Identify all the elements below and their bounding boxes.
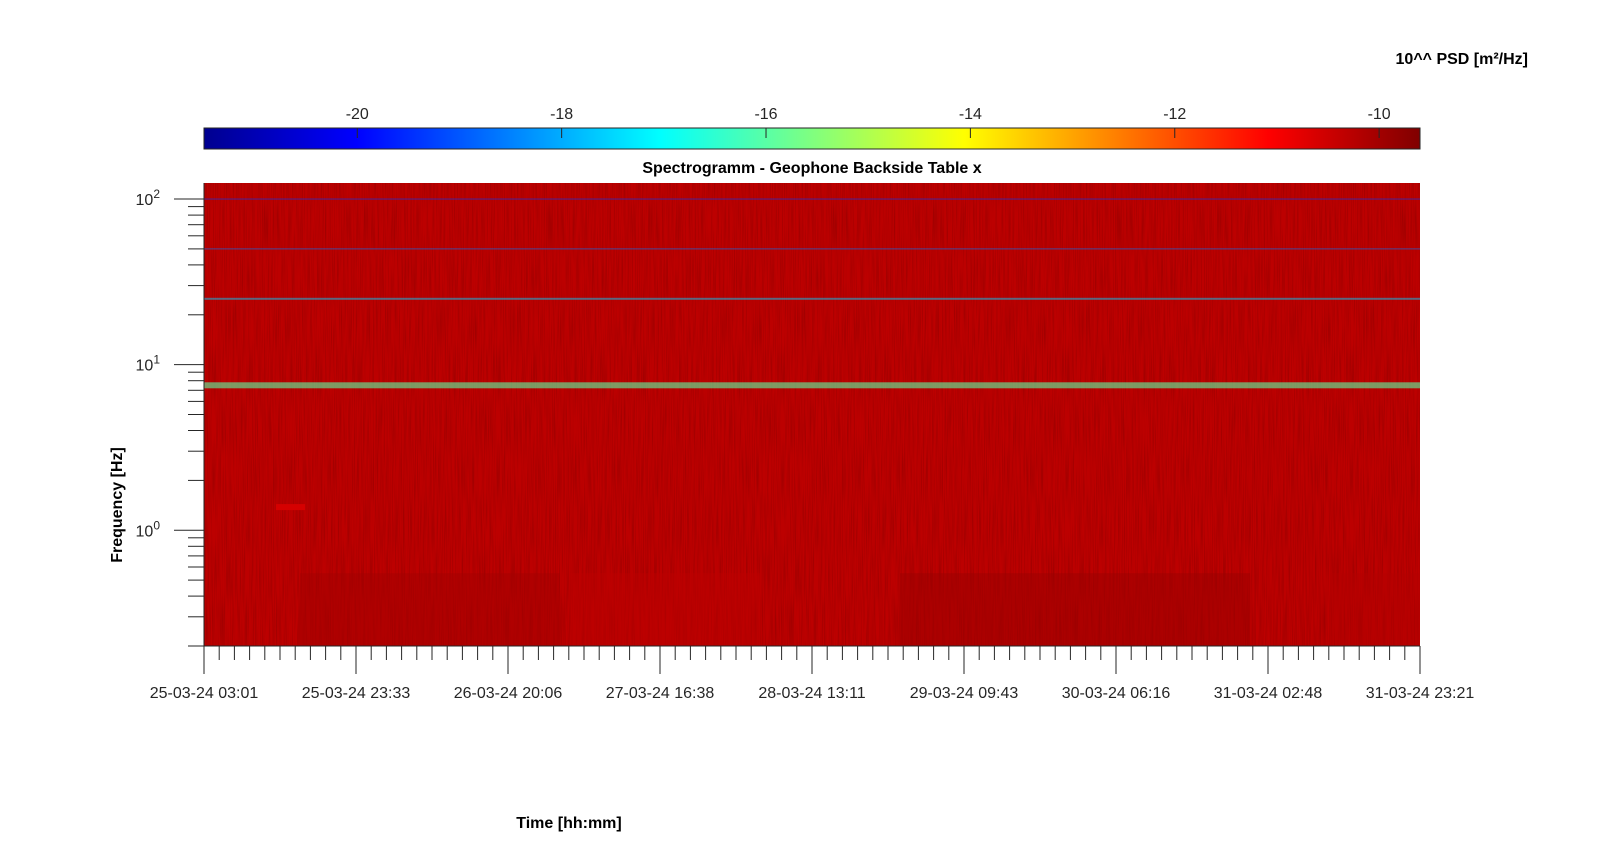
- x-tick-label: 27-03-24 16:38: [606, 685, 715, 702]
- colorbar-tick-label: -12: [1163, 106, 1186, 123]
- y-tick-label: 101: [136, 353, 161, 375]
- colorbar-ticks: -20 -18 -16 -14 -12 -10: [346, 106, 1391, 138]
- chart-title: Spectrogramm - Geophone Backside Table x: [642, 160, 981, 177]
- y-axis-label: Frequency [Hz]: [109, 447, 126, 563]
- colorbar-label: 10^^ PSD [m²/Hz]: [1396, 51, 1528, 68]
- spectral-line: [204, 297, 1420, 300]
- spectral-line: [204, 382, 1420, 389]
- x-tick-label: 31-03-24 23:21: [1366, 685, 1475, 702]
- x-tick-label: 26-03-24 20:06: [454, 685, 563, 702]
- spectrogram-features: [204, 198, 1420, 646]
- colorbar-gradient: [203, 127, 1421, 150]
- spectral-line: [204, 248, 1420, 250]
- y-axis: 100 101 102: [136, 183, 205, 647]
- low-frequency-band: [300, 573, 560, 646]
- colorbar-tick-label: -20: [346, 106, 369, 123]
- y-tick-label: 100: [136, 518, 161, 540]
- x-tick-label: 28-03-24 13:11: [758, 685, 865, 702]
- spectral-line: [204, 198, 1420, 200]
- colorbar-tick-label: -10: [1368, 106, 1391, 123]
- x-tick-label: 31-03-24 02:48: [1214, 685, 1323, 702]
- plot-area: [204, 183, 1420, 646]
- low-frequency-band: [900, 573, 1250, 646]
- y-tick-label: 102: [136, 187, 161, 209]
- x-axis: 25-03-24 03:01 25-03-24 23:33 26-03-24 20:…: [150, 645, 1475, 702]
- colorbar-tick-label: -18: [550, 106, 573, 123]
- x-tick-label: 30-03-24 06:16: [1062, 685, 1171, 702]
- colorbar-tick-label: -16: [754, 106, 777, 123]
- x-axis-label: Time [hh:mm]: [516, 815, 621, 832]
- transient-streak: [276, 504, 305, 511]
- colorbar: -20 -18 -16 -14 -12 -10 10^^ PSD [m²/Hz]: [203, 51, 1528, 150]
- low-frequency-band: [1330, 573, 1420, 646]
- spectrogram-texture: [204, 183, 1420, 646]
- low-frequency-band: [570, 573, 760, 646]
- x-tick-label: 25-03-24 03:01: [150, 685, 259, 702]
- x-tick-label: 29-03-24 09:43: [910, 685, 1019, 702]
- x-tick-label: 25-03-24 23:33: [302, 685, 411, 702]
- colorbar-tick-label: -14: [959, 106, 982, 123]
